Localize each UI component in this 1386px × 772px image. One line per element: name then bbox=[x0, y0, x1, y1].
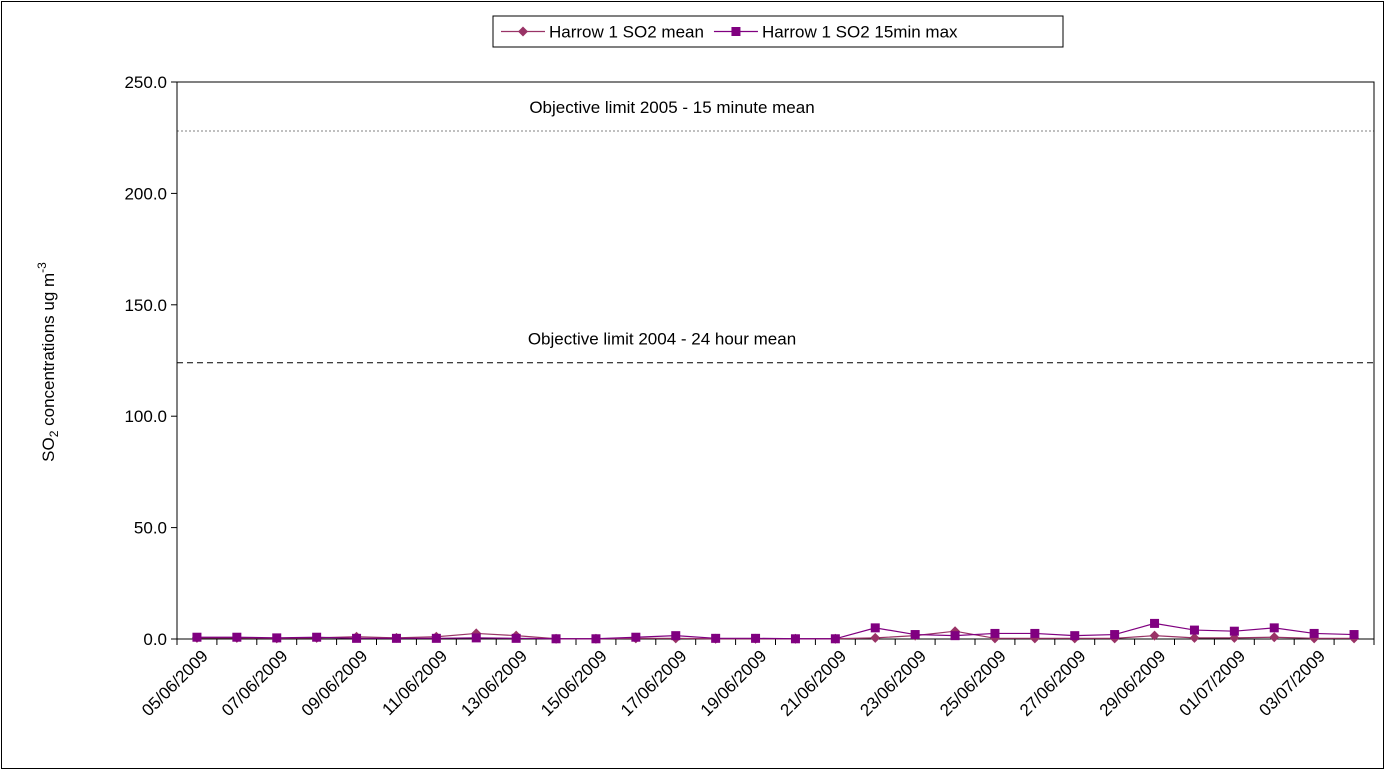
y-axis-label: SO2 concentrations ug m-3 bbox=[35, 262, 61, 462]
series-point bbox=[751, 633, 761, 643]
x-tick-label: 19/06/2009 bbox=[697, 646, 771, 720]
x-tick-label: 15/06/2009 bbox=[537, 646, 611, 720]
series-point bbox=[870, 623, 880, 633]
series-line bbox=[196, 622, 1355, 640]
x-tick-label: 21/06/2009 bbox=[777, 646, 851, 720]
x-tick-label: 07/06/2009 bbox=[218, 646, 292, 720]
series-point bbox=[1269, 632, 1280, 643]
x-tick-label: 27/06/2009 bbox=[1016, 646, 1090, 720]
series-point bbox=[352, 633, 362, 643]
series-point bbox=[711, 633, 721, 643]
legend-label: Harrow 1 SO2 15min max bbox=[762, 23, 958, 42]
x-tick-label: 01/07/2009 bbox=[1176, 646, 1250, 720]
ylabel-rest: concentrations ug m bbox=[39, 273, 58, 431]
y-tick-label: 250.0 bbox=[124, 73, 167, 92]
series-point bbox=[1309, 628, 1319, 638]
series-point bbox=[431, 633, 441, 643]
series-layer bbox=[191, 618, 1360, 644]
ylabel-superscript: -3 bbox=[35, 262, 49, 273]
series-point bbox=[1189, 632, 1200, 643]
x-tick-label: 03/07/2009 bbox=[1255, 646, 1329, 720]
ylabel-subscript: 2 bbox=[47, 430, 61, 437]
series-point bbox=[671, 631, 681, 641]
series-point bbox=[870, 632, 881, 643]
reference-line-label: Objective limit 2004 - 24 hour mean bbox=[528, 330, 796, 349]
series-point bbox=[790, 634, 800, 644]
series-point bbox=[1349, 630, 1359, 640]
series-point bbox=[1269, 623, 1279, 633]
series-point bbox=[391, 633, 401, 643]
x-tick-label: 23/06/2009 bbox=[856, 646, 930, 720]
y-tick-label: 200.0 bbox=[124, 184, 167, 203]
y-axis-title: SO2 concentrations ug m-3 bbox=[35, 262, 61, 462]
reference-lines: Objective limit 2005 - 15 minute mean Obj… bbox=[177, 98, 1374, 364]
x-tick-label: 17/06/2009 bbox=[617, 646, 691, 720]
series-line bbox=[196, 630, 1355, 640]
x-tick-label: 25/06/2009 bbox=[936, 646, 1010, 720]
legend-marker bbox=[731, 27, 741, 36]
series-point bbox=[272, 633, 282, 643]
series-point bbox=[232, 632, 242, 642]
x-tick-label: 29/06/2009 bbox=[1096, 646, 1170, 720]
y-tick-label: 150.0 bbox=[124, 296, 167, 315]
series-point bbox=[312, 632, 322, 642]
series-point bbox=[950, 631, 960, 641]
series-point bbox=[511, 633, 521, 643]
series-point bbox=[1030, 628, 1040, 638]
x-tick-label: 13/06/2009 bbox=[457, 646, 531, 720]
series-point bbox=[551, 634, 561, 644]
series-point bbox=[591, 634, 601, 644]
series-point bbox=[192, 632, 202, 642]
series-point bbox=[910, 630, 920, 640]
plot-area bbox=[176, 81, 1375, 640]
series-point bbox=[471, 633, 481, 643]
series-point bbox=[1110, 630, 1120, 640]
series-point bbox=[631, 632, 641, 642]
series-point bbox=[1150, 618, 1160, 628]
y-tick-label: 0.0 bbox=[143, 630, 167, 649]
legend-box bbox=[492, 15, 1064, 48]
y-tick-label: 50.0 bbox=[134, 519, 167, 538]
series-point bbox=[830, 634, 840, 644]
series-point bbox=[990, 628, 1000, 638]
series-point bbox=[1070, 631, 1080, 641]
series-point bbox=[1149, 630, 1160, 641]
x-tick-label: 05/06/2009 bbox=[138, 646, 212, 720]
legend-marker bbox=[518, 26, 528, 37]
x-tick-label: 09/06/2009 bbox=[298, 646, 372, 720]
x-tick-label: 11/06/2009 bbox=[378, 646, 451, 719]
legend-label: Harrow 1 SO2 mean bbox=[549, 23, 704, 42]
legend: Harrow 1 SO2 mean Harrow 1 SO2 15min max bbox=[492, 15, 1064, 48]
series-point bbox=[1229, 626, 1239, 636]
ylabel-main: SO bbox=[39, 437, 58, 462]
reference-line-label: Objective limit 2005 - 15 minute mean bbox=[529, 98, 814, 117]
series-point bbox=[1189, 625, 1199, 635]
axes: 0.0 50.0 100.0 150.0 200.0 250.0 05/06/2009 07/… bbox=[124, 73, 1375, 720]
y-tick-label: 100.0 bbox=[124, 407, 167, 426]
